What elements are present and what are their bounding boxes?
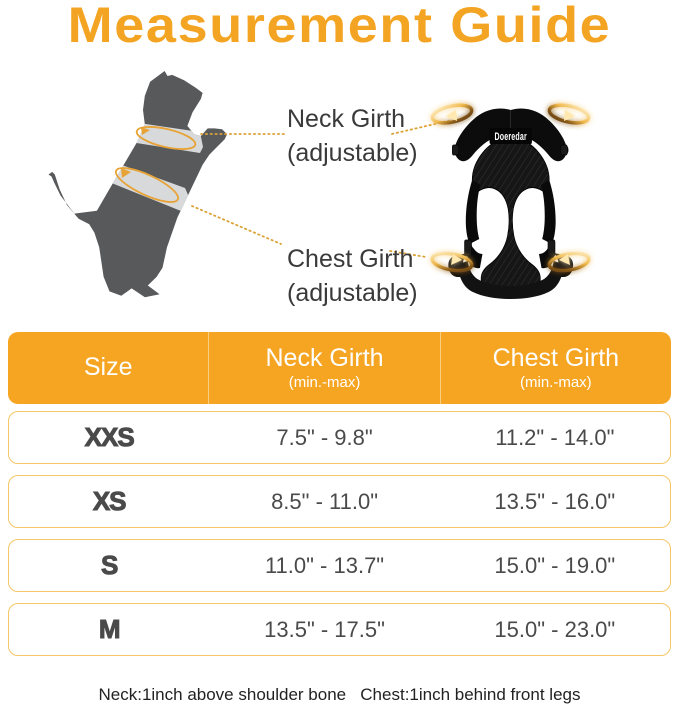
svg-text:Doeredar: Doeredar [494, 130, 527, 142]
